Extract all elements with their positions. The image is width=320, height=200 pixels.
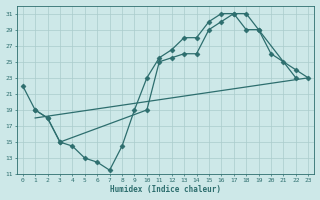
X-axis label: Humidex (Indice chaleur): Humidex (Indice chaleur) <box>110 185 221 194</box>
